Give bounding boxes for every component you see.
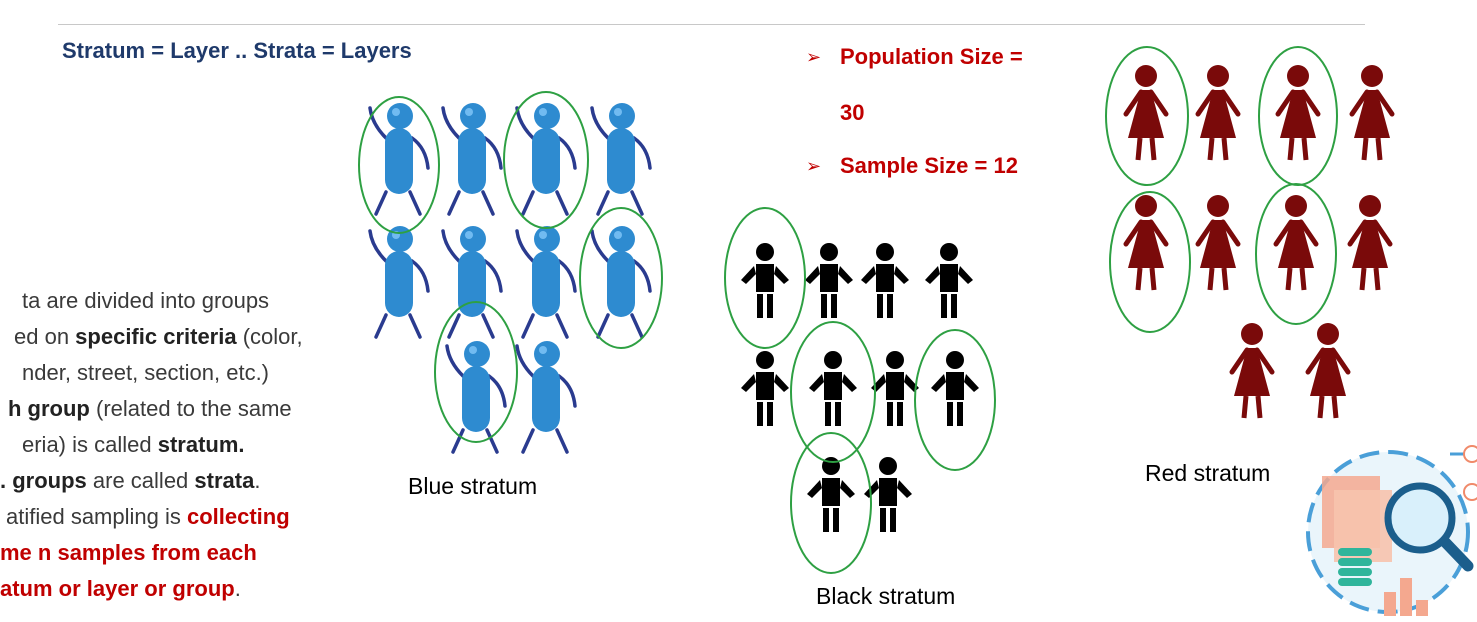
blue-person-icon [441,226,503,339]
blue-person-icon [590,226,652,339]
selection-circle [790,432,872,574]
black-person-icon [931,351,979,426]
page-heading: Stratum = Layer .. Strata = Layers [62,38,412,63]
blue-person-icon [441,103,503,216]
blue-person-icon [515,341,577,454]
definition-text-segment: . [234,576,241,601]
blue-stratum-group [358,91,663,454]
blue-person-icon [368,103,430,216]
black-stratum-group [724,207,996,574]
red-stratum-group [1105,46,1395,419]
red-person-icon [1195,195,1241,291]
definition-text: ta are divided into groups ed on specific… [0,288,360,618]
red-person-icon [1123,195,1169,291]
black-person-icon [925,243,973,318]
definition-text-segment: are called [86,468,195,493]
red-person-icon [1305,323,1351,419]
sample-size-label: Sample Size = 12 [840,153,1018,178]
black-person-icon [809,351,857,426]
black-person-icon [741,243,789,318]
black-person-icon [741,351,789,426]
blue-person-icon [590,103,652,216]
definition-line: ta are divided into groups [22,288,269,314]
blue-person-icon [368,226,430,339]
definition-text-segment: stratum. [157,432,245,457]
definition-line: atum or layer or group. [0,576,241,602]
red-person-icon [1347,195,1393,291]
selection-circle [790,321,876,463]
selection-circle [914,329,996,471]
blue-stratum-caption: Blue stratum [408,473,538,499]
arrow-bullet-icon: ➢ [806,47,822,67]
selection-circle [503,91,589,229]
definition-line: . groups are called strata. [0,468,260,494]
definition-text-segment: collecting [186,504,290,529]
selection-circle [579,207,663,349]
definition-text-segment: strata [194,468,255,493]
red-person-icon [1229,323,1275,419]
blue-person-icon [445,341,507,454]
definition-line: ed on specific criteria (color, [14,324,303,350]
black-person-icon [807,457,855,532]
definition-text-segment: (related to the same [89,396,292,421]
definition-text-segment: atified sampling is [6,504,187,529]
selection-circle [358,96,440,234]
selection-circle [1105,46,1189,186]
definition-text-segment: . [254,468,261,493]
black-person-icon [871,351,919,426]
black-stratum-caption: Black stratum [816,583,956,609]
definition-text-segment: atum or layer or group [0,576,235,601]
red-person-icon [1273,195,1319,291]
population-size-label: Population Size = [840,44,1023,69]
definition-text-segment: eria) is called [22,432,158,457]
red-stratum-caption: Red stratum [1145,460,1271,486]
arrow-bullet-icon: ➢ [806,156,822,176]
definition-line: nder, street, section, etc.) [22,360,269,386]
definition-text-segment: me n samples from each [0,540,257,565]
population-size-value: 30 [840,100,865,125]
definition-text-segment: nder, street, section, etc.) [22,360,270,385]
selection-circle [1109,191,1191,333]
definition-line: h group (related to the same [8,396,292,422]
blue-person-icon [515,103,577,216]
black-person-icon [805,243,853,318]
red-person-icon [1195,65,1241,161]
selection-circle [724,207,806,349]
blue-person-icon [515,226,577,339]
selection-circle [1255,183,1337,325]
definition-text-segment: (color, [236,324,303,349]
definition-text-segment: ta are divided into groups [22,288,270,313]
definition-text-segment: ed on [14,324,76,349]
black-person-icon [864,457,912,532]
red-person-icon [1275,65,1321,161]
data-analysis-icon [1306,445,1477,616]
black-person-icon [861,243,909,318]
definition-line: atified sampling is collecting [6,504,290,530]
selection-circle [434,301,518,443]
definition-line: eria) is called stratum. [22,432,245,458]
definition-text-segment: . groups [0,468,87,493]
definition-text-segment: h group [8,396,90,421]
definition-text-segment: specific criteria [75,324,237,349]
red-person-icon [1349,65,1395,161]
red-person-icon [1123,65,1169,161]
definition-line: me n samples from each [0,540,257,566]
top-divider [58,24,1365,25]
